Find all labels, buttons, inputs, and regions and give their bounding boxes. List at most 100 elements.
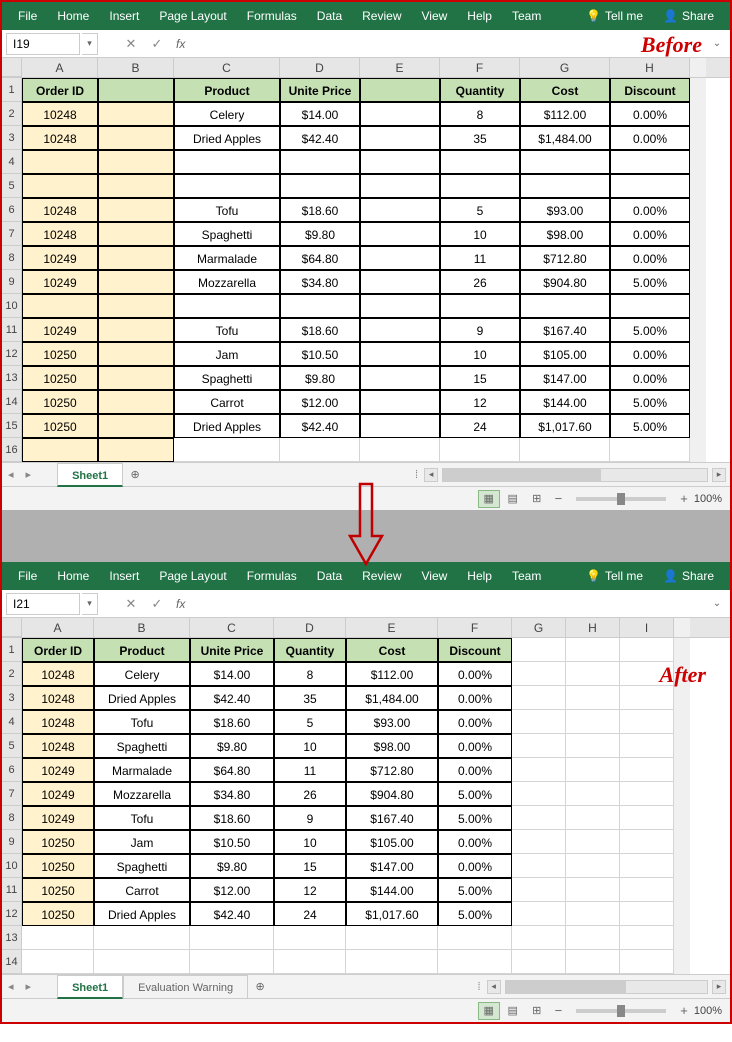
row-header[interactable]: 11 bbox=[2, 878, 22, 902]
zoom-out-icon[interactable]: − bbox=[549, 491, 569, 506]
cell[interactable] bbox=[360, 102, 440, 126]
cell[interactable]: $105.00 bbox=[346, 830, 438, 854]
cell[interactable] bbox=[440, 294, 520, 318]
tab-nav-next-icon[interactable]: ▸ bbox=[20, 468, 38, 481]
cell[interactable] bbox=[566, 926, 620, 950]
cell[interactable]: $10.50 bbox=[280, 342, 360, 366]
cell[interactable]: $904.80 bbox=[520, 270, 610, 294]
add-sheet-icon[interactable]: ⊕ bbox=[123, 468, 147, 481]
cell[interactable]: 10 bbox=[440, 222, 520, 246]
cell[interactable]: 35 bbox=[274, 686, 346, 710]
col-header-A[interactable]: A bbox=[22, 618, 94, 638]
normal-view-icon[interactable]: ▦ bbox=[478, 490, 500, 508]
cancel-icon[interactable]: ✕ bbox=[120, 593, 142, 615]
col-header-B[interactable]: B bbox=[94, 618, 190, 638]
cell[interactable]: $93.00 bbox=[346, 710, 438, 734]
cell[interactable]: 9 bbox=[440, 318, 520, 342]
cell[interactable]: $34.80 bbox=[190, 782, 274, 806]
cell[interactable]: 10250 bbox=[22, 390, 98, 414]
cell[interactable] bbox=[566, 902, 620, 926]
cell[interactable]: $64.80 bbox=[190, 758, 274, 782]
cell[interactable]: $98.00 bbox=[520, 222, 610, 246]
cell[interactable] bbox=[620, 902, 674, 926]
menu-team[interactable]: Team bbox=[502, 562, 551, 590]
cell[interactable]: 10248 bbox=[22, 686, 94, 710]
cell[interactable]: Tofu bbox=[174, 198, 280, 222]
cell[interactable] bbox=[22, 926, 94, 950]
cell[interactable]: Cost bbox=[520, 78, 610, 102]
cell[interactable] bbox=[620, 854, 674, 878]
cell[interactable] bbox=[190, 926, 274, 950]
row-header[interactable]: 15 bbox=[2, 414, 22, 438]
col-header-E[interactable]: E bbox=[360, 58, 440, 78]
cell[interactable] bbox=[98, 366, 174, 390]
cell[interactable] bbox=[98, 318, 174, 342]
menu-home[interactable]: Home bbox=[47, 562, 99, 590]
row-header[interactable]: 6 bbox=[2, 198, 22, 222]
cell[interactable]: 0.00% bbox=[438, 662, 512, 686]
cell[interactable]: 5.00% bbox=[610, 414, 690, 438]
cell[interactable] bbox=[620, 950, 674, 974]
col-header-D[interactable]: D bbox=[280, 58, 360, 78]
row-header[interactable]: 8 bbox=[2, 246, 22, 270]
cell[interactable] bbox=[512, 686, 566, 710]
cell[interactable] bbox=[620, 758, 674, 782]
cell[interactable]: 10250 bbox=[22, 366, 98, 390]
cell[interactable]: Marmalade bbox=[174, 246, 280, 270]
row-header[interactable]: 2 bbox=[2, 662, 22, 686]
cell[interactable]: 10 bbox=[274, 830, 346, 854]
cell[interactable]: Dried Apples bbox=[94, 686, 190, 710]
cell[interactable]: Spaghetti bbox=[174, 366, 280, 390]
cell[interactable]: 10250 bbox=[22, 342, 98, 366]
cell[interactable] bbox=[566, 854, 620, 878]
cell[interactable] bbox=[512, 854, 566, 878]
cell[interactable] bbox=[94, 926, 190, 950]
cell[interactable] bbox=[566, 662, 620, 686]
menu-view[interactable]: View bbox=[412, 562, 458, 590]
cell[interactable] bbox=[566, 878, 620, 902]
cell[interactable]: $9.80 bbox=[190, 734, 274, 758]
menu-formulas[interactable]: Formulas bbox=[237, 562, 307, 590]
col-header-E[interactable]: E bbox=[346, 618, 438, 638]
cell[interactable] bbox=[610, 174, 690, 198]
cell[interactable] bbox=[440, 174, 520, 198]
cell[interactable] bbox=[512, 710, 566, 734]
cell[interactable]: 10248 bbox=[22, 198, 98, 222]
cell[interactable] bbox=[98, 102, 174, 126]
cell[interactable] bbox=[360, 78, 440, 102]
col-header-B[interactable]: B bbox=[98, 58, 174, 78]
cell[interactable]: 5 bbox=[440, 198, 520, 222]
cell[interactable] bbox=[98, 438, 174, 462]
cell[interactable] bbox=[346, 926, 438, 950]
col-header-C[interactable]: C bbox=[190, 618, 274, 638]
cell[interactable]: 0.00% bbox=[610, 198, 690, 222]
cell[interactable] bbox=[94, 950, 190, 974]
cell[interactable]: 0.00% bbox=[610, 126, 690, 150]
menu-review[interactable]: Review bbox=[352, 2, 411, 30]
cell[interactable] bbox=[360, 174, 440, 198]
cell[interactable]: 15 bbox=[274, 854, 346, 878]
tell-me[interactable]: 💡Tell me bbox=[576, 562, 653, 590]
col-header-H[interactable]: H bbox=[566, 618, 620, 638]
cell[interactable]: 10249 bbox=[22, 782, 94, 806]
cell[interactable]: 8 bbox=[274, 662, 346, 686]
cell[interactable]: Jam bbox=[94, 830, 190, 854]
cell[interactable] bbox=[566, 950, 620, 974]
cell[interactable]: Mozzarella bbox=[94, 782, 190, 806]
name-box[interactable] bbox=[6, 593, 80, 615]
menu-page-layout[interactable]: Page Layout bbox=[149, 2, 236, 30]
cell[interactable] bbox=[620, 734, 674, 758]
cell[interactable]: 11 bbox=[440, 246, 520, 270]
cell[interactable]: $18.60 bbox=[190, 710, 274, 734]
cell[interactable] bbox=[360, 270, 440, 294]
cell[interactable] bbox=[610, 294, 690, 318]
cell[interactable] bbox=[520, 174, 610, 198]
cell[interactable] bbox=[512, 950, 566, 974]
cell[interactable] bbox=[360, 222, 440, 246]
cell[interactable] bbox=[98, 294, 174, 318]
cell[interactable] bbox=[98, 174, 174, 198]
cell[interactable] bbox=[22, 950, 94, 974]
cell[interactable] bbox=[566, 638, 620, 662]
zoom-slider[interactable] bbox=[576, 497, 666, 501]
cell[interactable]: Dried Apples bbox=[174, 126, 280, 150]
